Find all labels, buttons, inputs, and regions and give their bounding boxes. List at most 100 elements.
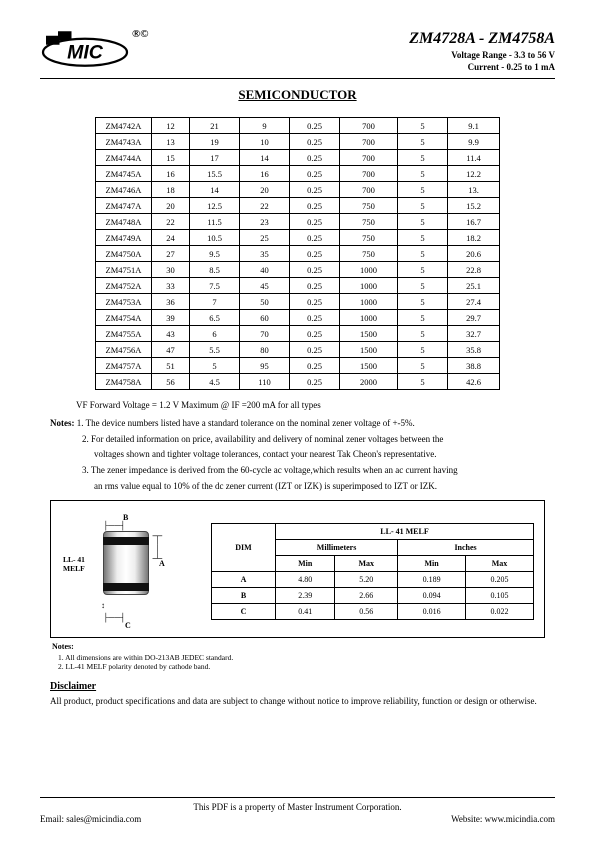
table-cell: 18	[152, 182, 190, 198]
table-cell: 38.8	[448, 358, 500, 374]
table-cell: 20.6	[448, 246, 500, 262]
spec-table: ZM4742A122190.2570059.1ZM4743A1319100.25…	[95, 117, 500, 390]
table-cell: ZM4756A	[96, 342, 152, 358]
table-cell: 5	[398, 198, 448, 214]
table-cell: 700	[340, 118, 398, 134]
footer-website: Website: www.micindia.com	[451, 814, 555, 824]
table-cell: 24	[152, 230, 190, 246]
dim-title: LL- 41 MELF	[276, 523, 534, 539]
table-row: ZM4747A2012.5220.25750515.2	[96, 198, 500, 214]
dim-cell: 0.189	[398, 571, 466, 587]
table-cell: 0.25	[290, 374, 340, 390]
table-row: ZM4757A515950.251500538.8	[96, 358, 500, 374]
title-block: ZM4728A - ZM4758A Voltage Range - 3.3 to…	[409, 30, 555, 72]
table-cell: ZM4746A	[96, 182, 152, 198]
table-cell: 40	[240, 262, 290, 278]
table-cell: 5	[398, 374, 448, 390]
table-cell: 6.5	[190, 310, 240, 326]
table-cell: ZM4748A	[96, 214, 152, 230]
table-cell: 5	[398, 310, 448, 326]
table-cell: 12.2	[448, 166, 500, 182]
dim-cell: 0.094	[398, 587, 466, 603]
table-cell: 750	[340, 230, 398, 246]
dim-note-2: 2. LL-41 MELF polarity denoted by cathod…	[58, 662, 545, 671]
table-cell: ZM4751A	[96, 262, 152, 278]
dim-cell: 2.66	[335, 587, 398, 603]
disclaimer-text: All product, product specifications and …	[50, 696, 545, 708]
table-cell: 5	[398, 214, 448, 230]
table-cell: 51	[152, 358, 190, 374]
table-cell: 5	[398, 294, 448, 310]
table-cell: 13	[152, 134, 190, 150]
table-row: ZM4745A1615.5160.25700512.2	[96, 166, 500, 182]
table-cell: 22.8	[448, 262, 500, 278]
table-cell: ZM4743A	[96, 134, 152, 150]
table-cell: 25.1	[448, 278, 500, 294]
cathode-band-top	[103, 537, 149, 545]
table-cell: 0.25	[290, 230, 340, 246]
table-row: ZM4758A564.51100.252000542.6	[96, 374, 500, 390]
table-cell: 11.5	[190, 214, 240, 230]
table-cell: 0.25	[290, 262, 340, 278]
table-cell: 5	[398, 150, 448, 166]
table-cell: ZM4747A	[96, 198, 152, 214]
table-cell: 1000	[340, 310, 398, 326]
table-cell: 15	[152, 150, 190, 166]
table-cell: 1000	[340, 262, 398, 278]
table-cell: 20	[152, 198, 190, 214]
table-cell: 42.6	[448, 374, 500, 390]
dim-cell: A	[212, 571, 276, 587]
header-rule	[40, 78, 555, 79]
footer-ownership: This PDF is a property of Master Instrum…	[40, 802, 555, 812]
dimension-panel: B ├──┤ A ├───┤ LL- 41 MELF ↕ ├──┤ C DIM …	[50, 500, 545, 638]
table-row: ZM4742A122190.2570059.1	[96, 118, 500, 134]
table-cell: 5	[398, 278, 448, 294]
table-cell: ZM4750A	[96, 246, 152, 262]
table-cell: 0.25	[290, 246, 340, 262]
table-row: ZM4754A396.5600.251000529.7	[96, 310, 500, 326]
table-cell: 7	[190, 294, 240, 310]
table-cell: 700	[340, 134, 398, 150]
table-cell: 70	[240, 326, 290, 342]
part-title: ZM4728A - ZM4758A	[409, 30, 555, 48]
in-header: Inches	[398, 539, 534, 555]
table-row: ZM4756A475.5800.251500535.8	[96, 342, 500, 358]
table-cell: 13.	[448, 182, 500, 198]
dim-cell: 0.022	[466, 603, 534, 619]
table-cell: 5	[398, 326, 448, 342]
table-cell: 700	[340, 150, 398, 166]
table-cell: 5	[398, 342, 448, 358]
table-cell: 0.25	[290, 326, 340, 342]
header: MIC ®© ZM4728A - ZM4758A Voltage Range -…	[40, 30, 555, 72]
table-cell: 95	[240, 358, 290, 374]
table-cell: 6	[190, 326, 240, 342]
table-row: ZM4755A436700.251500532.7	[96, 326, 500, 342]
table-cell: 35.8	[448, 342, 500, 358]
table-cell: 1000	[340, 278, 398, 294]
disclaimer-heading: Disclaimer	[50, 681, 545, 692]
dim-cell: 0.56	[335, 603, 398, 619]
table-cell: 700	[340, 182, 398, 198]
table-cell: 56	[152, 374, 190, 390]
dim-row: A4.805.200.1890.205	[212, 571, 534, 587]
note-3a: 3. The zener impedance is derived from t…	[82, 465, 545, 477]
table-cell: 0.25	[290, 118, 340, 134]
table-cell: ZM4744A	[96, 150, 152, 166]
table-cell: ZM4758A	[96, 374, 152, 390]
mic-logo: MIC	[40, 30, 130, 70]
table-cell: 110	[240, 374, 290, 390]
table-cell: ZM4749A	[96, 230, 152, 246]
table-cell: 33	[152, 278, 190, 294]
table-cell: 5	[398, 358, 448, 374]
min-h2: Min	[398, 555, 466, 571]
voltage-range: Voltage Range - 3.3 to 56 V	[409, 50, 555, 60]
notes-block: Notes: 1. The device numbers listed have…	[50, 418, 545, 492]
table-cell: 0.25	[290, 310, 340, 326]
table-cell: 43	[152, 326, 190, 342]
footer: This PDF is a property of Master Instrum…	[40, 797, 555, 824]
dim-notes: 1. All dimensions are within DO-213AB JE…	[58, 653, 545, 671]
table-cell: 21	[190, 118, 240, 134]
max-h1: Max	[335, 555, 398, 571]
dim-row: C0.410.560.0160.022	[212, 603, 534, 619]
table-cell: 39	[152, 310, 190, 326]
